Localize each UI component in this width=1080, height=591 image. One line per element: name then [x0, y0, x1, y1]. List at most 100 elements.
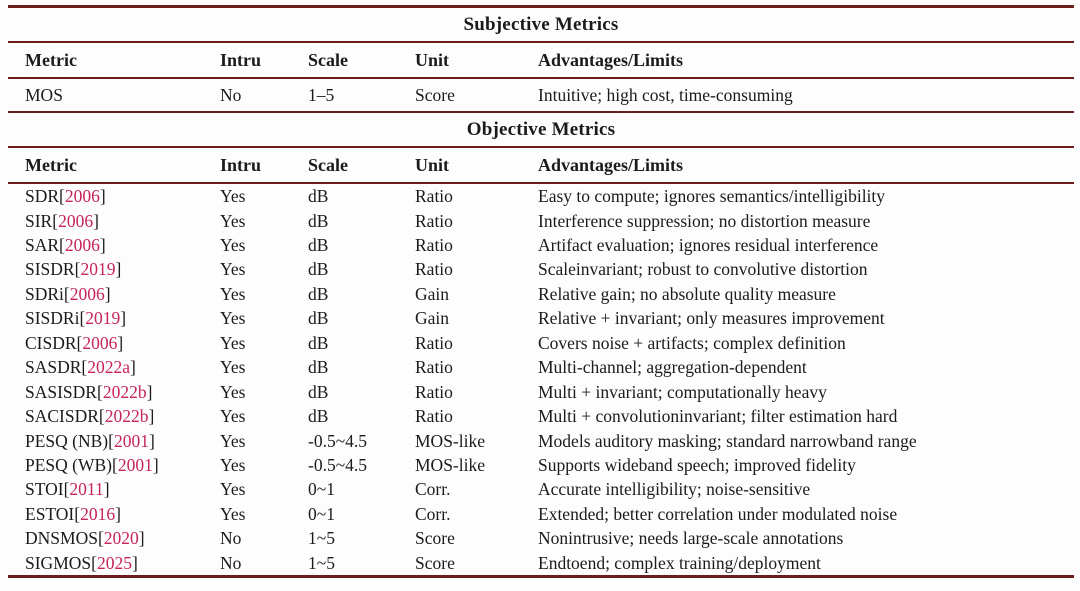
- intru-cell: Yes: [220, 503, 246, 524]
- scale-cell: 1~5: [308, 552, 335, 573]
- metric-cell: SAR[2006]: [25, 235, 106, 256]
- scale-cell: dB: [308, 186, 329, 207]
- unit-cell: Corr.: [415, 479, 451, 500]
- citation-link[interactable]: 2006: [58, 210, 94, 231]
- citation-link[interactable]: 2025: [96, 552, 132, 573]
- table-row: CISDR[2006] Yes dB Ratio Covers noise + arti…: [8, 331, 1074, 355]
- table-rule: [8, 146, 1074, 149]
- metric-cell: PESQ (NB)[2001]: [25, 430, 155, 451]
- scale-cell: dB: [308, 381, 329, 402]
- table-row: SIR[2006] Yes dB Ratio Interference suppress…: [8, 209, 1074, 233]
- citation-link[interactable]: 2019: [85, 308, 121, 329]
- intru-cell: Yes: [220, 381, 246, 402]
- table-row: SDRi[2006] Yes dB Gain Relative gain; no abs…: [8, 282, 1074, 306]
- column-header-row: Metric Intru Scale Unit Advantages/Limits: [8, 43, 1074, 77]
- unit-cell: Score: [415, 552, 455, 573]
- section-rows: SDR[2006] Yes dB Ratio Easy to compute; igno…: [8, 184, 1074, 575]
- notes-cell: Nonintrusive; needs large-scale annotati…: [538, 528, 844, 549]
- scale-cell: -0.5~4.5: [308, 454, 368, 475]
- notes-cell: Interference suppression; no distortion …: [538, 210, 871, 231]
- scale-cell: dB: [308, 259, 329, 280]
- citation-link[interactable]: 2020: [103, 528, 139, 549]
- section-rows: MOS No 1–5 Score Intuitive; high cost, time-…: [8, 79, 1074, 111]
- column-header-unit: Unit: [415, 154, 450, 175]
- citation-link[interactable]: 2016: [80, 503, 116, 524]
- table-row: PESQ (WB)[2001] Yes -0.5~4.5 MOS-like Suppor…: [8, 453, 1074, 477]
- notes-cell: Accurate intelligibility; noise-sensitiv…: [538, 479, 811, 500]
- intru-cell: Yes: [220, 308, 246, 329]
- citation-link[interactable]: 2006: [64, 235, 100, 256]
- column-header-metric: Metric: [25, 154, 77, 175]
- table-rule: [8, 182, 1074, 185]
- metric-cell: SISDR[2019]: [25, 259, 122, 280]
- unit-cell: Ratio: [415, 235, 453, 256]
- table-row: SAR[2006] Yes dB Ratio Artifact evaluation; …: [8, 233, 1074, 257]
- notes-cell: Relative gain; no absolute quality measu…: [538, 283, 836, 304]
- unit-cell: Ratio: [415, 186, 453, 207]
- intru-cell: Yes: [220, 283, 246, 304]
- column-header-advantages-limits: Advantages/Limits: [538, 49, 684, 70]
- table-rule: [8, 41, 1074, 43]
- scale-cell: 1–5: [308, 84, 335, 105]
- citation-link[interactable]: 2006: [64, 186, 100, 207]
- intru-cell: No: [220, 552, 242, 573]
- citation-link[interactable]: 2011: [69, 479, 104, 500]
- table-row: SIGMOS[2025] No 1~5 Score Endtoend; complex …: [8, 551, 1074, 575]
- table-row: SASISDR[2022b] Yes dB Ratio Multi + invarian…: [8, 380, 1074, 404]
- table-row: STOI[2011] Yes 0~1 Corr. Accurate intelligib…: [8, 478, 1074, 502]
- metric-cell: STOI[2011]: [25, 479, 110, 500]
- notes-cell: Extended; better correlation under modul…: [538, 503, 898, 524]
- metric-cell: ESTOI[2016]: [25, 503, 121, 524]
- unit-cell: Ratio: [415, 332, 453, 353]
- citation-link[interactable]: 2022b: [102, 381, 147, 402]
- metric-cell: SIGMOS[2025]: [25, 552, 138, 573]
- table-row: SASDR[2022a] Yes dB Ratio Multi-channel; agg…: [8, 356, 1074, 380]
- section-title: Objective Metrics: [466, 118, 616, 140]
- unit-cell: Ratio: [415, 210, 453, 231]
- table-rule: [8, 111, 1074, 114]
- notes-cell: Supports wideband speech; improved fidel…: [538, 454, 856, 475]
- column-header-intru: Intru: [220, 49, 262, 70]
- notes-cell: Endtoend; complex training/deployment: [538, 552, 821, 573]
- scale-cell: 0~1: [308, 503, 335, 524]
- table-row: SACISDR[2022b] Yes dB Ratio Multi + convolut…: [8, 404, 1074, 428]
- intru-cell: Yes: [220, 186, 246, 207]
- unit-cell: Ratio: [415, 406, 453, 427]
- metric-cell: SISDRi[2019]: [25, 308, 127, 329]
- citation-link[interactable]: 2006: [69, 283, 105, 304]
- table-rule: [8, 5, 1074, 8]
- table-row: DNSMOS[2020] No 1~5 Score Nonintrusive; need…: [8, 527, 1074, 551]
- citation-link[interactable]: 2006: [82, 332, 118, 353]
- scale-cell: 0~1: [308, 479, 335, 500]
- scale-cell: dB: [308, 406, 329, 427]
- citation-link[interactable]: 2001: [113, 430, 149, 451]
- citation-link[interactable]: 2019: [80, 259, 116, 280]
- table-row: SISDR[2019] Yes dB Ratio Scaleinvariant; rob…: [8, 258, 1074, 282]
- intru-cell: Yes: [220, 430, 246, 451]
- citation-link[interactable]: 2022a: [87, 357, 131, 378]
- table-row: SISDRi[2019] Yes dB Gain Relative + invarian…: [8, 307, 1074, 331]
- metric-cell: SASDR[2022a]: [25, 357, 136, 378]
- unit-cell: Score: [415, 84, 455, 105]
- unit-cell: MOS-like: [415, 454, 485, 475]
- column-header-intru: Intru: [220, 154, 262, 175]
- column-header-advantages-limits: Advantages/Limits: [538, 154, 684, 175]
- intru-cell: Yes: [220, 479, 246, 500]
- unit-cell: Score: [415, 528, 455, 549]
- table-rule: [8, 575, 1074, 579]
- intru-cell: Yes: [220, 210, 246, 231]
- metric-cell: MOS: [25, 84, 63, 105]
- unit-cell: Gain: [415, 283, 450, 304]
- intru-cell: Yes: [220, 406, 246, 427]
- notes-cell: Multi + invariant; computationally heavy: [538, 381, 827, 402]
- notes-cell: Intuitive; high cost, time-consuming: [538, 84, 793, 105]
- scale-cell: dB: [308, 308, 329, 329]
- notes-cell: Scaleinvariant; robust to convolutive di…: [538, 259, 868, 280]
- column-header-unit: Unit: [415, 49, 450, 70]
- citation-link[interactable]: 2001: [117, 454, 153, 475]
- intru-cell: Yes: [220, 235, 246, 256]
- metric-cell: SIR[2006]: [25, 210, 99, 231]
- unit-cell: MOS-like: [415, 430, 485, 451]
- citation-link[interactable]: 2022b: [104, 406, 149, 427]
